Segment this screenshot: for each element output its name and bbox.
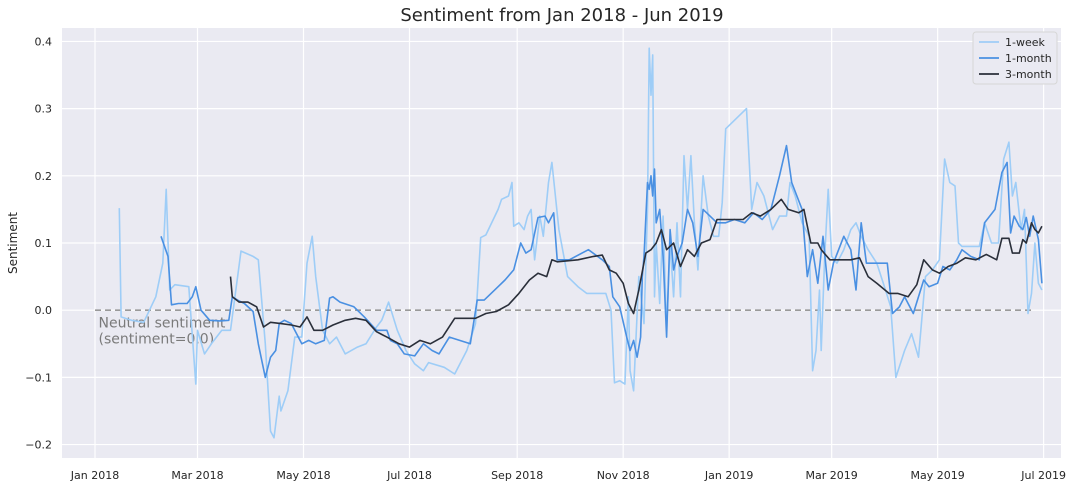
legend-box [972,31,1058,85]
legend-label: 3-month [1005,68,1052,81]
neutral-sentiment-annotation: (sentiment=0.0) [98,332,214,348]
legend: 1-week 1-month 3-month [972,31,1058,85]
x-tick-label: Nov 2018 [597,469,650,482]
x-tick-label: Jan 2018 [70,469,119,482]
x-tick-label: May 2019 [911,469,965,482]
y-axis-label: Sentiment [6,212,20,274]
x-tick-label: Jul 2018 [386,469,432,482]
x-tick-label: May 2018 [276,469,330,482]
x-tick-label: Sep 2018 [491,469,543,482]
tick-labels: Jan 2018 Mar 2018 May 2018 Jul 2018 Sep 2018… [25,35,1066,482]
y-tick-label: −0.1 [25,371,52,384]
y-tick-label: 0.1 [35,237,53,250]
y-tick-label: 0.3 [35,103,53,116]
series-line-1-week [118,47,1043,439]
series-line-3-month [229,198,1043,348]
y-tick-label: 0.0 [35,304,53,317]
x-tick-label: Jul 2019 [1020,469,1066,482]
legend-label: 1-month [1005,52,1052,65]
y-tick-label: 0.2 [35,170,53,183]
y-tick-label: 0.4 [35,35,53,48]
x-tick-label: Jan 2019 [704,469,753,482]
x-tick-label: Mar 2018 [171,469,223,482]
series-line-1-month [160,144,1043,379]
chart-title: Sentiment from Jan 2018 - Jun 2019 [400,5,723,26]
y-tick-label: −0.2 [25,439,52,452]
x-tick-label: Mar 2019 [806,469,858,482]
series-layer [118,47,1043,439]
legend-label: 1-week [1005,36,1045,49]
